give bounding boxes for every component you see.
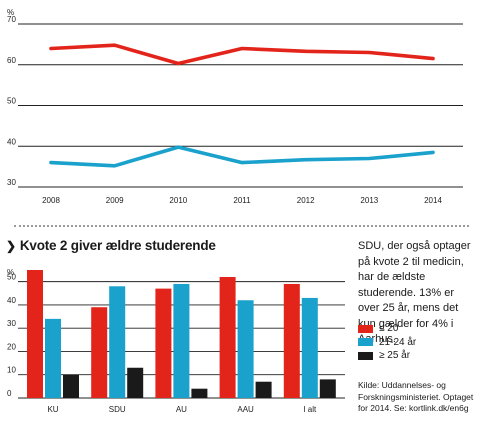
y-tick-label: 60 xyxy=(7,56,16,65)
x-tick-label: 2010 xyxy=(169,196,187,205)
legend-item: 21-24 år xyxy=(358,336,416,350)
bar xyxy=(237,300,254,398)
y-axis-unit: % xyxy=(7,268,14,277)
legend-label: ≥ 25 år xyxy=(379,350,411,362)
series-line-2 xyxy=(49,145,435,168)
x-tick-label: AU xyxy=(176,405,187,414)
chevron-right-icon: ❯ xyxy=(6,239,16,253)
bar xyxy=(45,318,61,398)
x-tick-label: 2009 xyxy=(106,196,124,205)
bar xyxy=(191,388,208,398)
y-tick-label: 0 xyxy=(7,389,12,398)
y-tick-label: 40 xyxy=(7,296,16,305)
bar xyxy=(283,283,300,398)
x-tick-label: 2008 xyxy=(42,196,60,205)
x-tick-label: 2013 xyxy=(360,196,378,205)
x-tick-label: KU xyxy=(47,405,58,414)
x-tick-label: AAU xyxy=(237,405,254,414)
bar xyxy=(91,307,108,398)
section-divider xyxy=(14,225,469,227)
bar xyxy=(219,276,236,398)
bar xyxy=(127,367,144,398)
legend-label: ≤ 20 xyxy=(379,323,399,335)
y-tick-label: 50 xyxy=(7,273,16,282)
x-tick-label: 2011 xyxy=(233,196,251,205)
bar-chart-title-text: Kvote 2 giver ældre studerende xyxy=(19,238,216,253)
bar xyxy=(27,270,43,398)
legend-label: 21-24 år xyxy=(379,336,417,348)
series-line-1 xyxy=(49,43,435,66)
source-note: Kilde: Uddannelses- og Forsknings­minist… xyxy=(358,380,474,413)
x-tick-label: 2012 xyxy=(297,196,315,205)
legend-swatch-black xyxy=(358,351,373,360)
bar-chart-title: ❯ Kvote 2 giver ældre studerende xyxy=(6,238,216,253)
bar xyxy=(63,374,79,398)
legend-swatch-blue xyxy=(358,338,373,347)
bar-chart-legend: ≤ 20 21-24 år ≥ 25 år xyxy=(358,322,416,363)
y-tick-label: 40 xyxy=(7,137,16,146)
legend-swatch-red xyxy=(358,324,373,333)
x-tick-label: 2014 xyxy=(424,196,442,205)
bar xyxy=(155,288,172,398)
x-tick-label: SDU xyxy=(109,405,126,414)
bar xyxy=(173,283,190,398)
y-tick-label: 30 xyxy=(7,178,16,187)
y-tick-label: 10 xyxy=(7,366,16,375)
bar-chart: 0 10 20 30 40 50% KU SDU AU AAU I alt xyxy=(7,268,345,414)
line-chart: 30 40 50 60 70% 2008 2009 2010 2011 2012 2013 2014 xyxy=(7,8,463,205)
bar xyxy=(319,379,336,398)
y-axis-unit: % xyxy=(7,8,14,17)
y-tick-label: 30 xyxy=(7,319,16,328)
legend-item: ≤ 20 xyxy=(358,322,416,336)
chart-description: SDU, der også optager på kvote 2 til med… xyxy=(358,240,471,345)
bar xyxy=(255,381,272,398)
bar xyxy=(109,286,126,398)
y-tick-label: 20 xyxy=(7,342,16,351)
y-tick-label: 70 xyxy=(7,15,16,24)
x-tick-label: I alt xyxy=(303,405,317,414)
legend-item: ≥ 25 år xyxy=(358,349,416,363)
y-tick-label: 50 xyxy=(7,97,16,106)
bar xyxy=(301,297,318,398)
